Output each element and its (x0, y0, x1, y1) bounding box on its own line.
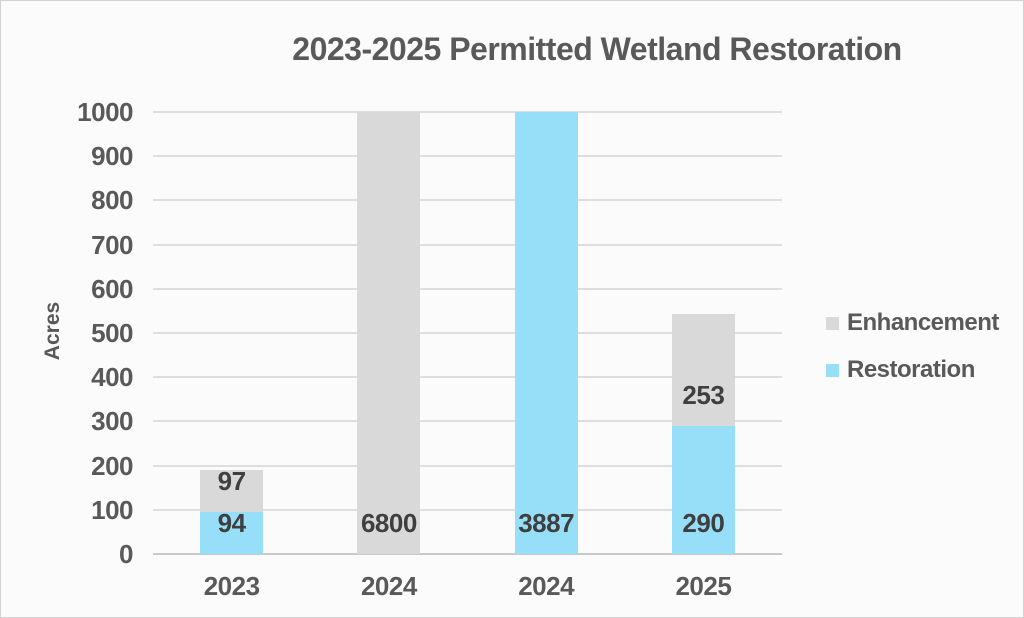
bar-value-label: 97 (217, 466, 246, 497)
y-tick-label: 800 (91, 185, 133, 216)
bar-value-label: 253 (682, 379, 725, 410)
gridline (153, 111, 782, 113)
gridline (153, 420, 782, 423)
legend-label: Enhancement (847, 309, 999, 336)
y-tick-label: 700 (91, 229, 133, 260)
bar-segment-restoration-2023: 94 (200, 508, 264, 554)
bar-segment-restoration-2025: 290 (671, 425, 735, 554)
gridline (153, 332, 782, 334)
x-axis-line (153, 553, 782, 555)
y-tick-label: 400 (91, 362, 133, 393)
gridline (153, 243, 782, 246)
x-tick-label-2025-3: 2025 (675, 571, 732, 601)
y-tick-label: 900 (91, 141, 133, 172)
legend-item-restoration: Restoration (826, 356, 999, 383)
gridline (153, 155, 782, 158)
gridline (153, 508, 782, 511)
bar-segment-enhancement-2025: 253 (671, 313, 735, 426)
chart-title: 2023-2025 Permitted Wetland Restoration (292, 31, 902, 67)
gridline (153, 199, 782, 202)
x-tick-label-2024-1: 2024 (360, 571, 417, 601)
bar-segment-enhancement-2023: 97 (200, 466, 264, 513)
restoration-swatch-icon (826, 363, 839, 377)
y-tick-label: 100 (91, 494, 133, 525)
bar-segment-restoration-2024: 3887 (514, 112, 578, 554)
gridline (153, 287, 782, 290)
legend-item-enhancement: Enhancement (826, 309, 999, 336)
y-tick-label: 1000 (77, 97, 133, 127)
bar-value-label: 290 (682, 507, 725, 538)
bar-segment-enhancement-2024: 6800 (357, 112, 421, 554)
legend: Enhancement Restoration (826, 309, 999, 383)
gridline (153, 376, 782, 379)
x-tick-label-2024-2: 2024 (518, 571, 575, 601)
y-tick-label: 0 (119, 539, 133, 569)
bar-value-label: 3887 (518, 508, 575, 538)
bar-value-label: 94 (217, 507, 246, 538)
bar-value-label: 6800 (360, 508, 417, 538)
y-tick-label: 200 (91, 450, 133, 481)
plot-area: 94 97 6800 3887 290 253 (153, 111, 782, 555)
y-tick-label: 300 (91, 406, 133, 437)
y-tick-label: 500 (91, 318, 133, 348)
enhancement-swatch-icon (826, 316, 839, 330)
gridline (153, 464, 782, 467)
legend-label: Restoration (847, 356, 975, 383)
x-tick-label-2023-0: 2023 (203, 571, 260, 601)
y-tick-label: 600 (91, 273, 133, 304)
